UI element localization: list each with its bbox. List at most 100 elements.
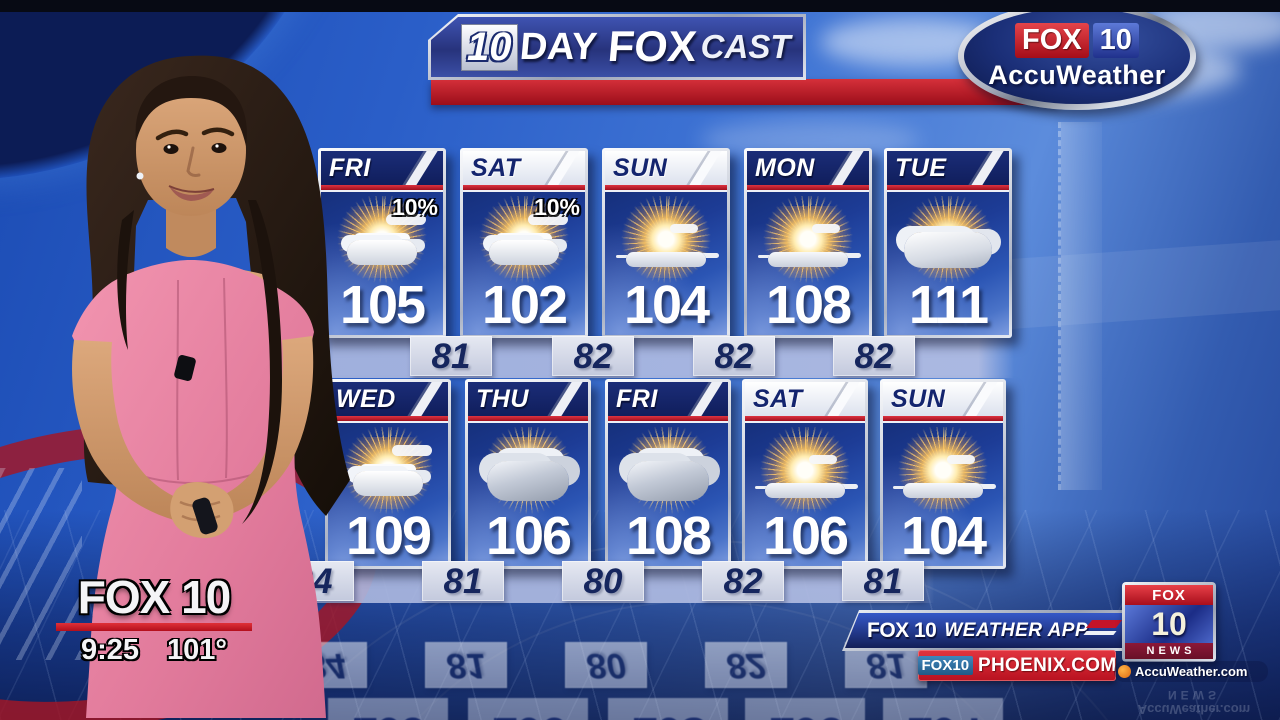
header-slash-decoration bbox=[687, 382, 726, 416]
weather-app-banner-inner: FOX 10 WEATHER APP bbox=[845, 613, 1127, 648]
website-banner: FOX10 PHOENIX.COM bbox=[917, 650, 1117, 681]
hair-front-strand bbox=[242, 200, 282, 524]
mostly-sunny-icon bbox=[606, 196, 726, 288]
presenter-eyebrow bbox=[201, 127, 235, 137]
day-label: SUN bbox=[613, 153, 668, 182]
high-temp: 111 bbox=[908, 275, 989, 335]
presenter-face bbox=[136, 84, 246, 216]
mostly-cloudy-icon bbox=[608, 427, 728, 519]
cloud-shape bbox=[768, 252, 848, 267]
accuweather-badge-inner: FOX 10 AccuWeather bbox=[964, 8, 1190, 104]
reflection-high: 106 bbox=[468, 698, 588, 720]
day-header: SAT bbox=[463, 151, 585, 185]
day-label: SAT bbox=[753, 384, 803, 413]
low-temp-tile: 82 bbox=[702, 561, 784, 601]
header-slash-decoration bbox=[824, 382, 863, 416]
day-label: TUE bbox=[895, 153, 947, 182]
reflection-low: 81 bbox=[425, 642, 507, 688]
red-divider bbox=[887, 185, 1009, 192]
eye-glint bbox=[215, 144, 219, 148]
red-divider bbox=[328, 416, 448, 423]
cloud-shape bbox=[347, 240, 417, 265]
red-divider bbox=[463, 185, 585, 192]
eye-glint bbox=[167, 145, 171, 149]
promo-slash-decoration bbox=[1085, 620, 1123, 628]
low-temp: 81 bbox=[431, 336, 471, 376]
presenter-clicker bbox=[192, 497, 218, 535]
day-label: MON bbox=[755, 153, 815, 182]
day-header: MON bbox=[747, 151, 869, 185]
hair-front-strand bbox=[117, 210, 134, 350]
low-temp-tile: 82 bbox=[693, 336, 775, 376]
sun-glow bbox=[758, 206, 858, 278]
forecast-card: MON 108 bbox=[744, 148, 872, 338]
cloud-shape bbox=[812, 224, 840, 233]
day-label: FRI bbox=[616, 384, 658, 413]
badge-accuweather: AccuWeather bbox=[988, 60, 1166, 90]
accuweather-link: AccuWeather.com bbox=[1114, 661, 1268, 682]
news-logo-news: NEWS bbox=[1125, 643, 1213, 659]
accuweather-url: AccuWeather.com bbox=[1135, 664, 1248, 679]
card-body: 10% 102 bbox=[463, 192, 585, 335]
forecast-card: SUN 104 bbox=[880, 379, 1006, 569]
presenter-eye bbox=[163, 144, 179, 154]
cloud-shape bbox=[904, 232, 992, 268]
day-label: THU bbox=[476, 384, 529, 413]
title-red-bar bbox=[431, 79, 1059, 105]
partly-sunny-icon bbox=[322, 196, 442, 288]
accuweather-brand-row: FOX 10 bbox=[1015, 23, 1139, 58]
station-bug: FOX 10 9:25 101° bbox=[56, 574, 252, 667]
high-temp: 106 bbox=[762, 506, 849, 566]
title-number: 10 bbox=[461, 23, 518, 71]
reflection-high: 104 bbox=[883, 698, 1003, 720]
sun-glow bbox=[616, 206, 716, 278]
cloud-shape bbox=[626, 252, 706, 267]
low-temp: 82 bbox=[723, 561, 763, 601]
reflection-high: 108 bbox=[608, 698, 728, 720]
red-divider bbox=[883, 416, 1003, 423]
reflection-high: 109 bbox=[328, 698, 448, 720]
sun-glow bbox=[755, 437, 855, 509]
news-logo-fox: FOX bbox=[1125, 585, 1213, 605]
day-label: SUN bbox=[891, 384, 946, 413]
cloud-shape bbox=[947, 455, 975, 464]
card-body: 108 bbox=[747, 192, 869, 335]
high-temp: 104 bbox=[900, 506, 987, 566]
forecast-card: THU 106 bbox=[465, 379, 591, 569]
presenter-lip-line bbox=[168, 185, 215, 193]
high-temp: 102 bbox=[481, 275, 568, 335]
header-slash-decoration bbox=[402, 151, 441, 185]
day-header: THU bbox=[468, 382, 588, 416]
day-label: WED bbox=[336, 384, 396, 413]
promo-brand: FOX 10 bbox=[867, 618, 937, 642]
header-slash-decoration bbox=[828, 151, 867, 185]
partly-sunny-icon bbox=[464, 196, 584, 288]
low-temp-tile: 82 bbox=[833, 336, 915, 376]
card-body: 108 bbox=[608, 423, 728, 566]
high-temp: 108 bbox=[765, 275, 852, 335]
sun-dot-icon bbox=[1118, 665, 1131, 678]
day-header: WED bbox=[328, 382, 448, 416]
card-body: 104 bbox=[605, 192, 727, 335]
day-label: FRI bbox=[329, 153, 371, 182]
cloud-shape bbox=[627, 461, 709, 501]
partly-sunny-icon bbox=[328, 427, 448, 519]
badge-fox: FOX bbox=[1015, 23, 1089, 58]
title-brand: FOX bbox=[606, 22, 699, 71]
low-temp: 81 bbox=[863, 561, 903, 601]
partly-cloudy-icon bbox=[888, 196, 1008, 288]
reflection-low: 80 bbox=[565, 642, 647, 688]
site-url: PHOENIX.COM bbox=[978, 654, 1117, 676]
low-temp-tile: 81 bbox=[422, 561, 504, 601]
day-header: SAT bbox=[745, 382, 865, 416]
presenter-eye bbox=[211, 143, 227, 153]
set-column bbox=[1058, 122, 1102, 490]
badge-ten: 10 bbox=[1092, 23, 1139, 58]
card-body: 104 bbox=[883, 423, 1003, 566]
header-slash-decoration bbox=[544, 151, 583, 185]
fox10-news-logo: FOX 10 NEWS bbox=[1122, 582, 1216, 662]
high-temp: 105 bbox=[339, 275, 426, 335]
presenter-photo bbox=[72, 55, 350, 718]
clock: 9:25 bbox=[80, 634, 140, 666]
